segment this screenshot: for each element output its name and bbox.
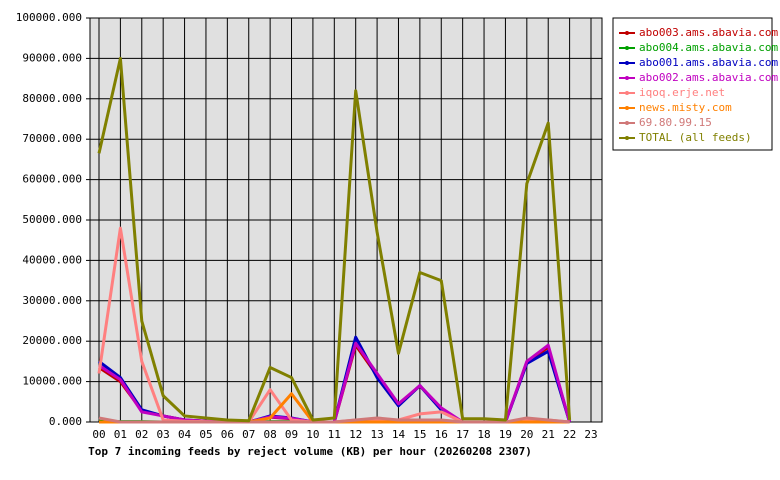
x-tick-label: 23: [584, 428, 597, 441]
x-tick-label: 00: [92, 428, 105, 441]
y-tick-label: 40000.000: [22, 253, 82, 266]
y-tick-label: 50000.000: [22, 213, 82, 226]
x-tick-label: 02: [135, 428, 148, 441]
x-tick-label: 09: [285, 428, 298, 441]
legend-marker-dot: [625, 121, 629, 125]
y-tick-label: 10000.000: [22, 375, 82, 388]
legend-label: news.misty.com: [639, 101, 732, 114]
x-tick-label: 17: [456, 428, 469, 441]
legend: [612, 17, 773, 151]
y-tick-label: 20000.000: [22, 334, 82, 347]
legend-label: abo002.ams.abavia.com: [639, 71, 778, 84]
y-tick-label: 80000.000: [22, 92, 82, 105]
x-tick-label: 19: [499, 428, 512, 441]
x-tick-label: 22: [563, 428, 576, 441]
legend-label: 69.80.99.15: [639, 116, 712, 129]
x-tick-label: 21: [542, 428, 555, 441]
legend-label: abo003.ams.abavia.com: [639, 26, 778, 39]
x-tick-label: 01: [114, 428, 127, 441]
x-tick-label: 11: [328, 428, 341, 441]
legend-marker-dot: [625, 91, 629, 95]
legend-label: iqoq.erje.net: [639, 86, 725, 99]
x-tick-label: 13: [370, 428, 383, 441]
legend-marker-dot: [625, 46, 629, 50]
chart-title: Top 7 incoming feeds by reject volume (K…: [88, 445, 532, 458]
legend-label: abo004.ams.abavia.com: [639, 41, 778, 54]
legend-label: abo001.ams.abavia.com: [639, 56, 778, 69]
y-tick-label: 60000.000: [22, 173, 82, 186]
x-tick-label: 12: [349, 428, 362, 441]
x-tick-label: 03: [157, 428, 170, 441]
legend-marker-dot: [625, 61, 629, 65]
y-tick-label: 100000.000: [16, 11, 82, 24]
legend-marker-dot: [625, 106, 629, 110]
x-tick-label: 08: [264, 428, 277, 441]
x-tick-label: 06: [221, 428, 234, 441]
legend-marker-dot: [625, 76, 629, 80]
x-tick-label: 07: [242, 428, 255, 441]
x-tick-label: 05: [199, 428, 212, 441]
y-tick-label: 70000.000: [22, 132, 82, 145]
legend-marker-dot: [625, 136, 629, 140]
x-tick-label: 16: [435, 428, 448, 441]
x-tick-label: 04: [178, 428, 192, 441]
x-tick-label: 15: [413, 428, 426, 441]
x-tick-label: 18: [477, 428, 490, 441]
x-tick-label: 14: [392, 428, 406, 441]
legend-marker-dot: [625, 31, 629, 35]
series-line: [98, 416, 570, 424]
x-tick-label: 20: [520, 428, 533, 441]
series-line: [97, 56, 572, 423]
y-tick-label: 90000.000: [22, 51, 82, 64]
x-tick-label: 10: [306, 428, 319, 441]
y-tick-label: 30000.000: [22, 294, 82, 307]
y-tick-label: 0.000: [49, 415, 82, 428]
legend-label: TOTAL (all feeds): [639, 131, 752, 144]
